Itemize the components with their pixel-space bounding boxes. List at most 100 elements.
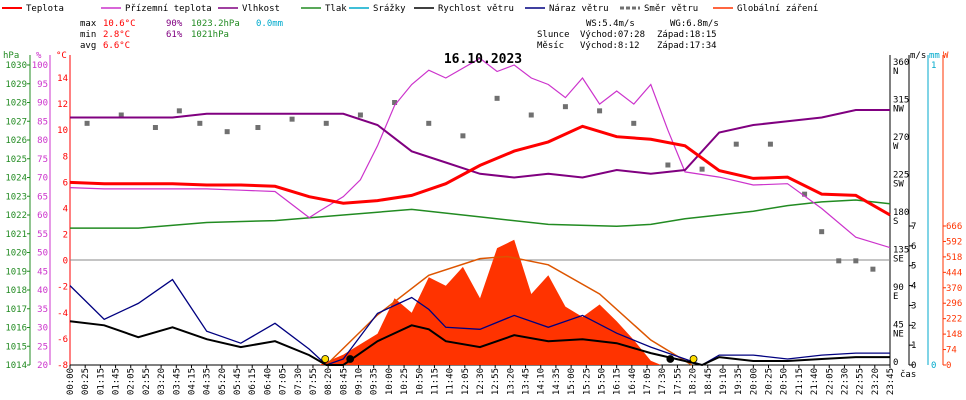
tick-labels: 1030102910281027102610251024102310221021… — [5, 58, 962, 395]
series-layer — [69, 57, 891, 367]
time-tick-03:20: 03:20 — [157, 368, 167, 395]
time-tick-22:55: 22:55 — [856, 368, 866, 395]
stat-max-temp: 10.6°C — [103, 19, 136, 29]
pressure-tick-1018: 1018 — [5, 286, 27, 296]
wind-direction-point — [802, 191, 808, 197]
time-tick-01:45: 01:45 — [112, 368, 122, 395]
time-tick-04:35: 04:35 — [203, 368, 213, 395]
humidity-tick-70: 70 — [37, 174, 48, 184]
info-ws: WS:5.4m/s — [586, 19, 635, 29]
pressure-tick-1020: 1020 — [5, 249, 27, 259]
temp-tick-12: 12 — [57, 100, 68, 110]
radiation-tick-518: 518 — [946, 253, 962, 263]
pressure-tick-1024: 1024 — [5, 174, 27, 184]
rain-tick-0: 0 — [931, 361, 936, 371]
time-tick-12:05: 12:05 — [461, 368, 471, 395]
stat-min-label: min — [80, 30, 96, 40]
wind-tick-6: 6 — [911, 242, 916, 252]
info-sun-label: Slunce — [537, 30, 570, 40]
stats-block: max 10.6°C 90% 1023.2hPa 0.0mm min 2.8°C… — [80, 19, 283, 51]
wind-direction-point — [323, 120, 329, 126]
time-tick-14:10: 14:10 — [537, 368, 547, 395]
time-tick-09:35: 09:35 — [370, 368, 380, 395]
time-tick-15:00: 15:00 — [567, 368, 577, 395]
series-theoretical-radiation — [325, 255, 693, 366]
humidity-tick-50: 50 — [37, 249, 48, 259]
wind-tick-0: 0 — [911, 361, 916, 371]
time-tick-02:05: 02:05 — [127, 368, 137, 395]
time-tick-13:45: 13:45 — [522, 368, 532, 395]
time-tick-13:20: 13:20 — [506, 368, 516, 395]
time-tick-01:15: 01:15 — [96, 368, 106, 395]
time-tick-11:40: 11:40 — [446, 368, 456, 395]
stat-min-temp: 2.8°C — [103, 30, 130, 40]
humidity-tick-40: 40 — [37, 286, 48, 296]
pressure-tick-1023: 1023 — [5, 192, 27, 202]
legend-vlhkost: Vlhkost — [242, 4, 280, 14]
humidity-tick-95: 95 — [37, 80, 48, 90]
humidity-tick-20: 20 — [37, 361, 48, 371]
stat-max-press: 1023.2hPa — [191, 19, 240, 29]
direction-tick-360: 360 — [893, 58, 909, 68]
humidity-tick-85: 85 — [37, 117, 48, 127]
radiation-tick-0: 0 — [946, 361, 951, 371]
pressure-tick-1029: 1029 — [5, 80, 27, 90]
time-tick-03:45: 03:45 — [172, 368, 182, 395]
legend-globalni-zareni: Globální záření — [737, 4, 818, 14]
chart-title: 16.10.2023 — [444, 52, 522, 67]
pressure-tick-1026: 1026 — [5, 136, 27, 146]
pressure-tick-1027: 1027 — [5, 117, 27, 127]
direction-label-SW: SW — [893, 180, 904, 190]
series-ground-temp — [69, 57, 891, 249]
direction-label-S: S — [893, 217, 898, 227]
series-pressure — [70, 199, 891, 229]
wind-direction-point — [392, 100, 398, 105]
pressure-tick-1019: 1019 — [5, 267, 27, 277]
wind-tick-7: 7 — [911, 222, 916, 232]
unit-hpa: hPa — [3, 51, 19, 61]
unit-w: W — [943, 51, 949, 61]
humidity-tick-25: 25 — [37, 342, 48, 352]
temp-tick--8: -8 — [57, 361, 68, 371]
pressure-tick-1022: 1022 — [5, 211, 27, 221]
info-sunrise: Východ:07:28 — [580, 30, 645, 40]
humidity-tick-45: 45 — [37, 267, 48, 277]
humidity-tick-80: 80 — [37, 136, 48, 146]
wind-direction-point — [152, 125, 158, 130]
wind-direction-point — [631, 120, 637, 126]
wind-tick-4: 4 — [911, 282, 916, 292]
time-tick-18:45: 18:45 — [704, 368, 714, 395]
time-tick-14:35: 14:35 — [552, 368, 562, 395]
direction-label-NW: NW — [893, 105, 904, 115]
humidity-tick-35: 35 — [37, 305, 48, 315]
direction-label-N: N — [893, 67, 898, 77]
radiation-tick-74: 74 — [946, 346, 957, 356]
wind-direction-point — [289, 116, 295, 122]
radiation-tick-444: 444 — [946, 268, 962, 278]
radiation-tick-370: 370 — [946, 284, 962, 294]
stat-max-hum: 90% — [166, 19, 183, 29]
wind-direction-point — [426, 120, 432, 126]
radiation-tick-592: 592 — [946, 237, 962, 247]
time-tick-02:55: 02:55 — [142, 368, 152, 395]
stat-max-rain: 0.0mm — [256, 19, 283, 29]
direction-tick-45: 45 — [893, 321, 904, 331]
time-tick-23:45: 23:45 — [886, 368, 896, 395]
wind-direction-point — [176, 108, 182, 114]
time-tick-20:25: 20:25 — [765, 368, 775, 395]
wind-direction-point — [494, 95, 500, 101]
legend-tlak: Tlak — [325, 4, 347, 14]
temp-tick--4: -4 — [57, 309, 68, 319]
unit-ms: m/s — [910, 51, 926, 61]
time-tick-00:00: 00:00 — [66, 368, 76, 395]
time-tick-17:55: 17:55 — [673, 368, 683, 395]
radiation-tick-296: 296 — [946, 299, 962, 309]
wind-tick-2: 2 — [911, 321, 916, 331]
time-tick-05:45: 05:45 — [233, 368, 243, 395]
moonset-marker — [666, 355, 675, 363]
sunset-marker — [689, 355, 698, 363]
wind-direction-point — [870, 266, 876, 272]
wind-direction-point — [767, 141, 773, 147]
wind-direction-point — [528, 112, 534, 118]
